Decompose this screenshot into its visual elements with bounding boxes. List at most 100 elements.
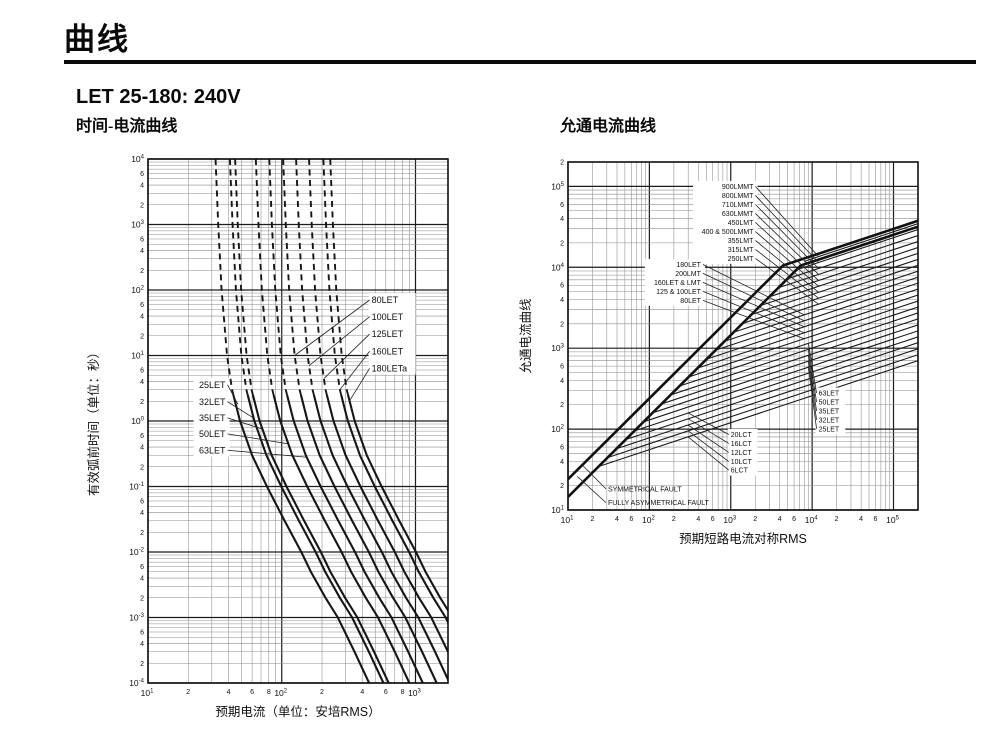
curve-450LMT <box>769 246 918 298</box>
svg-text:6: 6 <box>560 364 564 371</box>
curve-80LET <box>688 300 918 378</box>
curve-10LCT <box>607 354 918 459</box>
curve-20LCT <box>634 336 918 432</box>
svg-text:103: 103 <box>408 688 421 698</box>
curve-50LET <box>670 312 918 396</box>
curve-label: 400 & 500LMMT <box>702 229 754 236</box>
svg-text:4: 4 <box>778 516 782 523</box>
tick-labels: 101 2 4 6 8 102 2 4 6 8 10310-464210-364210-264210… <box>129 154 421 698</box>
svg-text:4: 4 <box>360 689 364 696</box>
curve-label: 50LET <box>199 429 226 439</box>
curve-25LET <box>643 330 918 423</box>
curve-label: 63LET <box>199 445 226 455</box>
curve-label: 900LMMT <box>722 184 754 191</box>
curve-label: 250LMT <box>728 256 754 263</box>
svg-text:2: 2 <box>560 240 564 247</box>
x-axis-label: 预期短路电流对称RMS <box>679 531 807 546</box>
curve-32LET <box>652 324 918 414</box>
svg-text:104: 104 <box>131 154 144 164</box>
curve-label: 16LCT <box>731 441 753 448</box>
fault-line <box>568 219 918 481</box>
svg-text:6: 6 <box>560 202 564 209</box>
svg-text:6: 6 <box>140 630 144 637</box>
svg-text:2: 2 <box>140 399 144 406</box>
curve-label: 6LCT <box>731 468 749 475</box>
svg-text:4: 4 <box>560 216 564 223</box>
svg-text:10-2: 10-2 <box>129 547 144 557</box>
svg-text:4: 4 <box>140 314 144 321</box>
svg-text:2: 2 <box>591 516 595 523</box>
svg-text:105: 105 <box>551 181 564 191</box>
curve-label: 80LET <box>680 298 701 305</box>
svg-text:4: 4 <box>140 576 144 583</box>
curve-160LET <box>340 394 448 625</box>
svg-text:100: 100 <box>131 416 144 426</box>
svg-text:102: 102 <box>551 424 564 434</box>
grid <box>147 158 448 684</box>
svg-text:2: 2 <box>140 202 144 209</box>
svg-text:103: 103 <box>723 515 736 525</box>
curve-12LCT <box>616 348 918 450</box>
curve-label: 12LCT <box>731 450 753 457</box>
svg-text:2: 2 <box>320 689 324 696</box>
tick-labels: 101 2 4 6 102 2 4 6 103 2 4 6 104 2 4 6 105 101 6 4 2 102 6 4 2 1… <box>551 160 899 526</box>
svg-text:6: 6 <box>560 283 564 290</box>
curve-label: 35LET <box>199 413 226 423</box>
svg-text:2: 2 <box>140 595 144 602</box>
svg-text:2: 2 <box>140 661 144 668</box>
curve-800LMMT <box>796 229 918 271</box>
time-current-chart: 101 2 4 6 8 102 2 4 6 8 10310-464210-364210-264210… <box>86 154 449 719</box>
svg-text:2: 2 <box>140 464 144 471</box>
svg-text:6: 6 <box>140 302 144 309</box>
curve-label-group: 80LET 100LET 125LET 160LET 180LETa <box>294 293 416 402</box>
curve-label-group: 20LCT 16LCT 12LCT 10LCT 6LCT <box>687 412 758 476</box>
curve-label: 710LMMT <box>722 202 754 209</box>
curve-50LET <box>254 159 275 396</box>
svg-text:6: 6 <box>873 516 877 523</box>
curve-250LMT <box>733 270 918 333</box>
curve-32LET <box>246 394 385 683</box>
svg-text:2: 2 <box>186 689 190 696</box>
curve-63LET <box>679 306 918 387</box>
curve-180LET <box>329 159 349 396</box>
curve-100LET <box>295 159 315 396</box>
page-title: 曲线 <box>64 22 130 57</box>
curve-25LET <box>232 394 371 683</box>
svg-text:102: 102 <box>131 285 144 295</box>
curve-label: 100LET <box>372 312 404 322</box>
svg-text:6: 6 <box>711 516 715 523</box>
svg-text:8: 8 <box>267 689 271 696</box>
curve-63LET <box>268 159 288 396</box>
curve-label: 10LCT <box>731 459 753 466</box>
svg-text:102: 102 <box>274 688 287 698</box>
curve-label: 630LMMT <box>722 211 754 218</box>
curve-160LET <box>322 159 343 396</box>
curve-32LET <box>228 159 249 396</box>
svg-text:6: 6 <box>560 445 564 452</box>
product-title: LET 25-180: 240V <box>76 86 241 108</box>
y-axis-label: 允通电流曲线 <box>518 298 533 374</box>
svg-text:105: 105 <box>886 515 899 525</box>
curve-50LET <box>272 394 411 683</box>
curve-label: 50LET <box>819 400 840 407</box>
curve-80LET <box>299 394 438 683</box>
svg-text:103: 103 <box>131 220 144 230</box>
curve-35LET <box>234 159 254 396</box>
curve-25LET <box>214 159 235 396</box>
curve-label: SYMMETRICAL FAULT <box>608 486 682 493</box>
curve-400500LMMT <box>760 252 918 307</box>
svg-text:10-1: 10-1 <box>129 482 144 492</box>
svg-text:103: 103 <box>551 343 564 353</box>
plot-area <box>214 159 448 683</box>
svg-text:4: 4 <box>227 689 231 696</box>
curve-label: 160LET & LMT <box>654 280 702 287</box>
curve-180LET <box>347 394 448 613</box>
svg-text:4: 4 <box>140 510 144 517</box>
curve-label-group: 180LET 200LMT 160LET & LMT 125 & 100LET 80LE… <box>644 258 805 340</box>
svg-text:4: 4 <box>140 248 144 255</box>
curve-label: 125LET <box>372 329 404 339</box>
svg-text:4: 4 <box>560 297 564 304</box>
svg-text:4: 4 <box>140 379 144 386</box>
curve-label-group: SYMMETRICAL FAULT FULLY ASYMMETRICAL FAUL… <box>577 464 710 507</box>
